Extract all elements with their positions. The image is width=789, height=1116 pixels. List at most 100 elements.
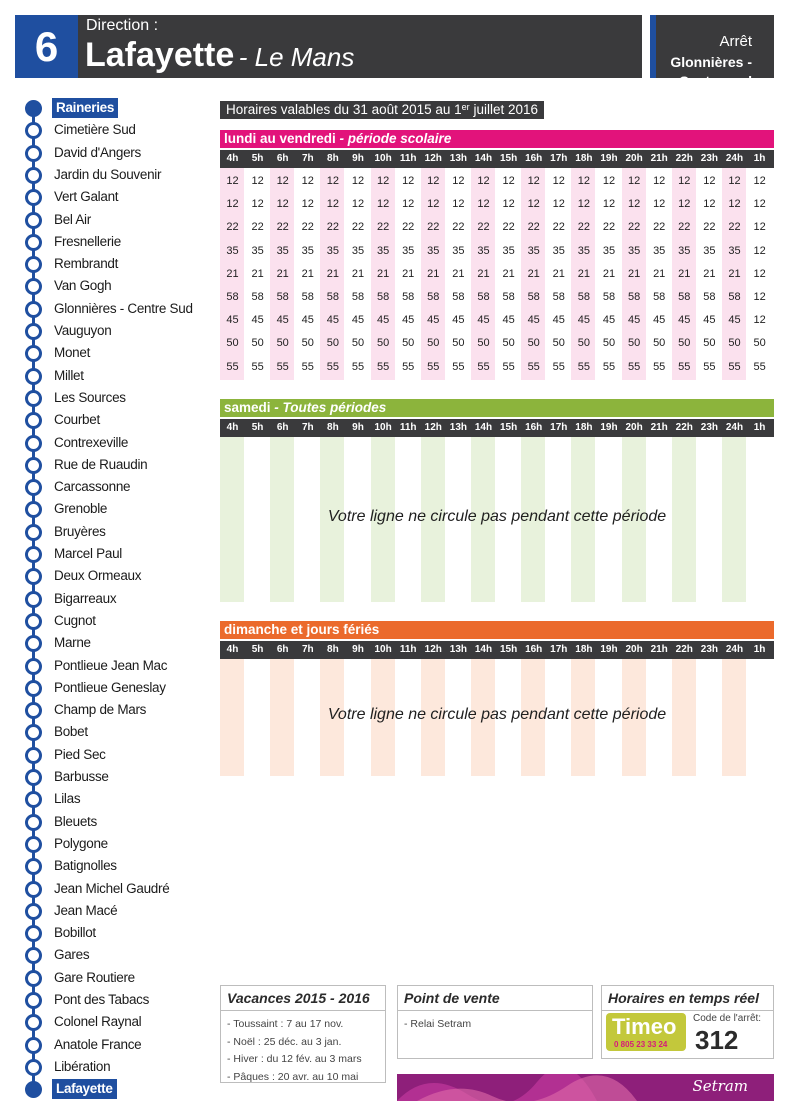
departure-minute: 12 bbox=[728, 198, 741, 211]
departure-minute: 22 bbox=[427, 221, 440, 234]
stop-name-label: Jardin du Souvenir bbox=[54, 166, 162, 182]
hour-label: 20h bbox=[625, 644, 643, 655]
departure-minute: 21 bbox=[251, 267, 264, 280]
stop-name-label: Bleuets bbox=[54, 813, 97, 829]
stop-item: Carcassonne bbox=[0, 477, 200, 499]
stop-dot-icon bbox=[25, 211, 42, 229]
stop-item: Cimetière Sud bbox=[0, 120, 200, 142]
departure-minute: 21 bbox=[326, 267, 340, 280]
sunday-column-stripe bbox=[270, 659, 295, 776]
departure-minute: 58 bbox=[678, 291, 691, 303]
hour-label: 7h bbox=[301, 644, 314, 655]
saturday-column-stripe bbox=[621, 437, 646, 602]
departure-minute: 45 bbox=[276, 314, 289, 327]
departure-minute: 58 bbox=[326, 291, 340, 303]
stop-item: Vert Galant bbox=[0, 187, 200, 209]
departure-minute: 12 bbox=[627, 175, 641, 187]
departure-minute: 58 bbox=[527, 291, 540, 303]
stop-name-label: Batignolles bbox=[54, 858, 117, 874]
departure-minute: 55 bbox=[301, 360, 314, 373]
departure-minute: 50 bbox=[552, 337, 565, 350]
departure-minute: 50 bbox=[276, 337, 289, 350]
stop-name-label: Gare Routiere bbox=[54, 969, 135, 985]
departure-minute: 12 bbox=[678, 175, 691, 187]
departure-minute: 21 bbox=[402, 267, 415, 280]
saturday-column-stripe bbox=[270, 437, 295, 602]
stop-item: Anatole France bbox=[0, 1035, 200, 1057]
stop-item: Pont des Tabacs bbox=[0, 990, 200, 1012]
departure-minute: 12 bbox=[402, 198, 415, 211]
stop-name-label: Bel Air bbox=[54, 211, 91, 227]
departure-minute: 12 bbox=[753, 267, 766, 280]
hour-label: 23h bbox=[700, 422, 718, 433]
departure-minute: 22 bbox=[226, 221, 239, 234]
weekday-column-stripe bbox=[521, 168, 546, 380]
stop-dot-icon bbox=[25, 1081, 42, 1099]
departure-minute: 12 bbox=[326, 198, 340, 211]
departure-minute: 55 bbox=[577, 360, 591, 373]
stop-item: Marne bbox=[0, 633, 200, 655]
stop-dot-icon bbox=[25, 300, 42, 318]
stop-name-label: Polygone bbox=[54, 835, 108, 851]
hour-label: 21h bbox=[650, 153, 668, 164]
departure-minute: 12 bbox=[226, 175, 239, 187]
stop-name-label: Barbusse bbox=[54, 769, 109, 784]
hour-label: 8h bbox=[327, 644, 339, 655]
departure-minute: 58 bbox=[552, 291, 565, 303]
departure-minute: 35 bbox=[477, 244, 490, 257]
stop-dot-icon bbox=[25, 702, 42, 720]
hour-label: 10h bbox=[374, 153, 392, 164]
departure-minute: 21 bbox=[602, 267, 616, 280]
stop-dot-icon bbox=[25, 568, 42, 586]
hour-label: 6h bbox=[276, 644, 289, 655]
hour-label: 1h bbox=[753, 422, 766, 433]
hour-label: 24h bbox=[725, 422, 744, 433]
stop-name-label: Vert Galant bbox=[54, 189, 119, 205]
departure-minute: 12 bbox=[728, 175, 741, 187]
stop-dot-icon bbox=[25, 523, 42, 541]
departure-minute: 22 bbox=[653, 221, 666, 234]
hour-label: 10h bbox=[374, 422, 392, 433]
stop-item: Pied Sec bbox=[0, 745, 200, 767]
departure-minute: 58 bbox=[427, 291, 440, 303]
departure-minute: 58 bbox=[351, 291, 365, 303]
stop-item: Gares bbox=[0, 945, 200, 967]
stop-item: Deux Ormeaux bbox=[0, 566, 200, 588]
departure-minute: 12 bbox=[653, 175, 666, 187]
hour-label: 8h bbox=[327, 153, 339, 164]
sunday-column-stripe bbox=[521, 659, 546, 776]
hour-label: 11h bbox=[399, 644, 417, 655]
stop-dot-icon bbox=[25, 345, 42, 363]
departure-minute: 55 bbox=[653, 360, 666, 373]
validity-banner: Horaires valables du 31 août 2015 au 1er… bbox=[220, 101, 544, 119]
departure-minute: 50 bbox=[301, 337, 314, 350]
departure-minute: 22 bbox=[502, 221, 515, 234]
departure-minute: 21 bbox=[502, 267, 515, 280]
departure-minute: 45 bbox=[477, 314, 490, 327]
stop-panel-accent bbox=[650, 15, 656, 78]
stop-item: Marcel Paul bbox=[0, 544, 200, 566]
saturday-hour-row: 4h 5h 6h 7h 8h 9h 10h 11h 12h 13h 14h 15h 16h 17h 18h 1… bbox=[220, 419, 774, 437]
departure-minute: 45 bbox=[376, 314, 390, 327]
departure-minute: 12 bbox=[753, 244, 766, 257]
stop-code: 312 bbox=[695, 1025, 739, 1055]
departure-minute: 50 bbox=[653, 337, 666, 350]
weekday-column-stripe bbox=[420, 168, 445, 380]
departure-minute: 50 bbox=[527, 337, 540, 350]
departure-minute: 12 bbox=[376, 175, 390, 187]
departure-minute: 50 bbox=[728, 337, 741, 350]
hour-label: 20h bbox=[625, 422, 643, 433]
departure-minute: 12 bbox=[477, 175, 490, 187]
stop-item: Polygone bbox=[0, 834, 200, 856]
departure-minute: 22 bbox=[452, 221, 465, 234]
departure-minute: 55 bbox=[552, 360, 565, 373]
departure-minute: 12 bbox=[703, 175, 716, 187]
departure-minute: 35 bbox=[276, 244, 289, 257]
departure-minute: 55 bbox=[678, 360, 691, 373]
departure-minute: 50 bbox=[753, 337, 766, 350]
sunday-column-stripe bbox=[320, 659, 345, 776]
saturday-column-stripe bbox=[521, 437, 546, 602]
hour-label: 11h bbox=[399, 422, 417, 433]
departure-minute: 12 bbox=[502, 198, 515, 211]
header-bar bbox=[15, 15, 642, 78]
